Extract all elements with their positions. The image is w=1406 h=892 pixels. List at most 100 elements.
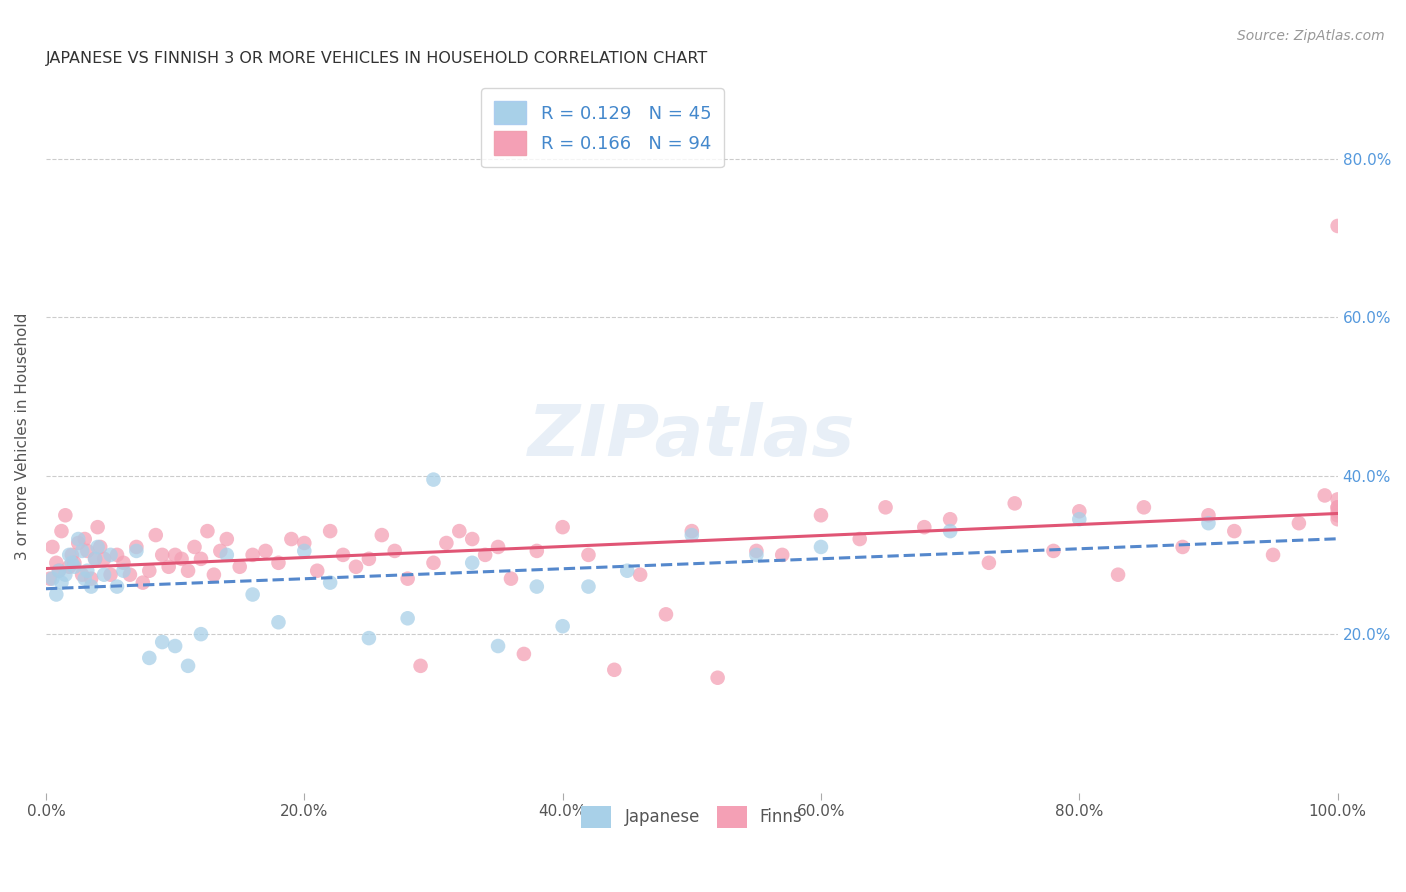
Point	[616, 564, 638, 578]
Point	[215, 548, 238, 562]
Point	[150, 548, 173, 562]
Point	[190, 552, 212, 566]
Point	[51, 524, 73, 538]
Point	[60, 548, 83, 562]
Point	[125, 544, 148, 558]
Point	[165, 639, 187, 653]
Point	[434, 536, 457, 550]
Point	[84, 552, 107, 566]
Point	[1326, 500, 1348, 515]
Point	[848, 532, 870, 546]
Point	[449, 524, 471, 538]
Point	[307, 564, 329, 578]
Point	[1069, 512, 1091, 526]
Point	[1326, 500, 1348, 515]
Point	[157, 559, 180, 574]
Point	[202, 567, 225, 582]
Point	[357, 631, 380, 645]
Point	[170, 552, 193, 566]
Point	[292, 536, 315, 550]
Point	[526, 580, 548, 594]
Point	[422, 473, 444, 487]
Point	[105, 548, 128, 562]
Point	[93, 567, 115, 582]
Point	[499, 572, 522, 586]
Point	[1069, 504, 1091, 518]
Point	[551, 520, 574, 534]
Point	[165, 548, 187, 562]
Point	[371, 528, 394, 542]
Point	[319, 524, 342, 538]
Point	[461, 556, 484, 570]
Point	[45, 587, 67, 601]
Point	[280, 532, 302, 546]
Point	[38, 572, 60, 586]
Point	[319, 575, 342, 590]
Point	[118, 567, 141, 582]
Point	[125, 540, 148, 554]
Point	[1326, 508, 1348, 523]
Point	[177, 564, 200, 578]
Point	[80, 572, 103, 586]
Point	[422, 556, 444, 570]
Point	[58, 548, 80, 562]
Point	[242, 587, 264, 601]
Point	[578, 548, 600, 562]
Point	[551, 619, 574, 633]
Point	[70, 544, 93, 558]
Point	[138, 564, 160, 578]
Point	[770, 548, 793, 562]
Point	[1223, 524, 1246, 538]
Point	[513, 647, 536, 661]
Point	[63, 559, 86, 574]
Point	[1198, 516, 1220, 531]
Point	[150, 635, 173, 649]
Point	[409, 658, 432, 673]
Point	[100, 567, 122, 582]
Text: JAPANESE VS FINNISH 3 OR MORE VEHICLES IN HOUSEHOLD CORRELATION CHART: JAPANESE VS FINNISH 3 OR MORE VEHICLES I…	[46, 51, 709, 66]
Point	[254, 544, 277, 558]
Point	[51, 575, 73, 590]
Point	[86, 520, 108, 534]
Point	[105, 580, 128, 594]
Point	[70, 567, 93, 582]
Point	[228, 559, 250, 574]
Point	[60, 556, 83, 570]
Point	[655, 607, 678, 622]
Text: ZIPatlas: ZIPatlas	[529, 401, 855, 470]
Point	[1288, 516, 1310, 531]
Point	[1042, 544, 1064, 558]
Point	[86, 540, 108, 554]
Point	[939, 524, 962, 538]
Point	[1313, 488, 1336, 502]
Point	[112, 564, 135, 578]
Point	[292, 544, 315, 558]
Point	[745, 544, 768, 558]
Point	[1326, 512, 1348, 526]
Point	[344, 559, 367, 574]
Point	[63, 556, 86, 570]
Point	[745, 548, 768, 562]
Point	[93, 552, 115, 566]
Point	[67, 536, 90, 550]
Point	[242, 548, 264, 562]
Point	[1133, 500, 1156, 515]
Point	[628, 567, 651, 582]
Point	[332, 548, 354, 562]
Point	[267, 556, 290, 570]
Point	[80, 580, 103, 594]
Point	[578, 580, 600, 594]
Point	[112, 556, 135, 570]
Point	[1261, 548, 1284, 562]
Point	[48, 564, 70, 578]
Point	[76, 544, 98, 558]
Point	[73, 572, 96, 586]
Point	[526, 544, 548, 558]
Point	[41, 572, 63, 586]
Point	[396, 572, 419, 586]
Point	[67, 532, 90, 546]
Point	[100, 548, 122, 562]
Point	[681, 524, 703, 538]
Point	[190, 627, 212, 641]
Point	[132, 575, 155, 590]
